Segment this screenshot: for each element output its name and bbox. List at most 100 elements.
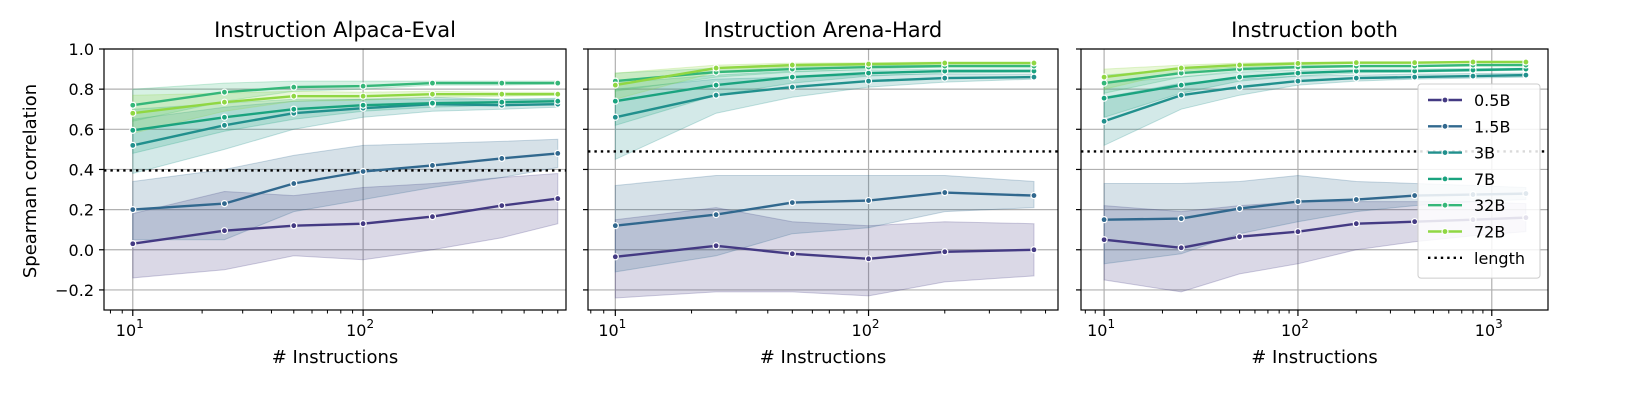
point-72B [1411,59,1419,67]
point-1.5B [428,161,437,170]
point-0.5B [554,194,562,203]
x-tick-base: 10 [852,321,872,340]
point-1.5B [1235,205,1244,213]
point-1.5B [290,179,298,188]
point-32B [498,79,506,87]
legend-marker-3B [1441,149,1449,157]
point-3B [1177,91,1185,99]
point-7B [1235,73,1244,81]
x-tick-exponent: 1 [619,317,627,331]
y-tick-label: 0.8 [69,80,94,99]
x-tick-label: 102 [1281,317,1309,340]
point-7B [1294,69,1302,77]
point-7B [359,101,367,109]
x-axis-label: # Instructions [1251,347,1378,368]
x-tick-exponent: 2 [1301,317,1309,331]
point-72B [1352,59,1360,67]
x-axis-label: # Instructions [760,347,887,368]
point-1.5B [712,211,720,219]
point-7B [220,113,229,121]
point-0.5B [1235,233,1244,241]
point-1.5B [554,149,562,157]
y-tick-label: 0.4 [69,160,94,179]
point-1.5B [1030,191,1038,200]
line-0.5B [615,244,1035,260]
point-72B [1235,61,1244,69]
x-axis-label: # Instructions [272,347,399,368]
point-0.5B [1030,246,1038,254]
point-32B [1100,79,1108,87]
x-tick-label: 101 [116,317,144,340]
x-tick-exponent: 2 [366,317,374,331]
point-1.5B [359,167,367,176]
x-tick-base: 10 [116,321,136,340]
point-7B [611,97,619,105]
point-3B [712,91,720,99]
point-0.5B [941,248,949,256]
band-0.5B [614,207,1035,299]
point-0.5B [498,202,506,210]
point-72B [1469,58,1477,66]
legend-box [1417,83,1541,279]
point-1.5B [864,196,873,205]
point-0.5B [290,222,298,230]
axes-frame [587,48,1059,311]
legend-marker-1.5B [1441,122,1449,130]
point-3B [1352,74,1360,82]
point-7B [712,81,720,89]
line-3B [615,75,1035,119]
legend-label: 0.5B [1474,91,1510,110]
point-3B [129,141,137,149]
point-72B [712,64,720,72]
point-3B [941,74,949,82]
legend-label: length [1474,249,1525,268]
point-3B [1235,83,1244,91]
point-1.5B [788,198,796,207]
point-72B [129,109,137,117]
point-32B [129,101,137,109]
x-tick-label: 101 [1087,317,1115,340]
point-72B [1522,58,1530,66]
point-72B [290,92,298,100]
point-1.5B [1352,195,1360,204]
point-72B [864,60,873,68]
point-0.5B [1100,236,1108,244]
panel-1: Instruction Alpaca-Eval −0.2 0.0 0.2 0.4 0.6 0… [55,18,567,368]
point-3B [611,113,619,121]
legend-label: 72B [1474,223,1505,242]
point-72B [359,92,367,100]
point-7B [428,99,437,107]
point-72B [788,61,796,69]
x-tick-exponent: 3 [1495,317,1503,331]
line-72B [615,61,1034,87]
x-tick-exponent: 1 [136,317,144,331]
y-tick-label: 0.2 [69,201,94,220]
point-1.5B [941,188,949,197]
point-32B [554,79,562,87]
line-3B [1103,73,1526,123]
legend-marker-32B [1441,201,1449,209]
point-32B [290,83,298,91]
point-0.5B [788,250,796,258]
point-1.5B [1100,216,1108,224]
point-0.5B [428,213,437,221]
x-tick-base: 10 [1087,321,1107,340]
line-7B [1103,67,1526,100]
confidence-bands [614,61,1035,299]
point-72B [498,90,506,98]
point-72B [428,90,437,98]
legend-marker-72B [1441,227,1449,236]
point-1.5B [1294,197,1302,206]
series-lines [1100,58,1530,252]
point-3B [1100,117,1108,125]
y-axis-label: Spearman correlation [20,84,41,278]
point-3B [864,77,873,85]
x-tick-exponent: 2 [872,317,880,331]
point-72B [1100,73,1108,81]
point-7B [290,105,298,113]
point-3B [788,83,796,91]
panel-title: Instruction both [1231,18,1398,42]
point-1.5B [129,206,137,214]
